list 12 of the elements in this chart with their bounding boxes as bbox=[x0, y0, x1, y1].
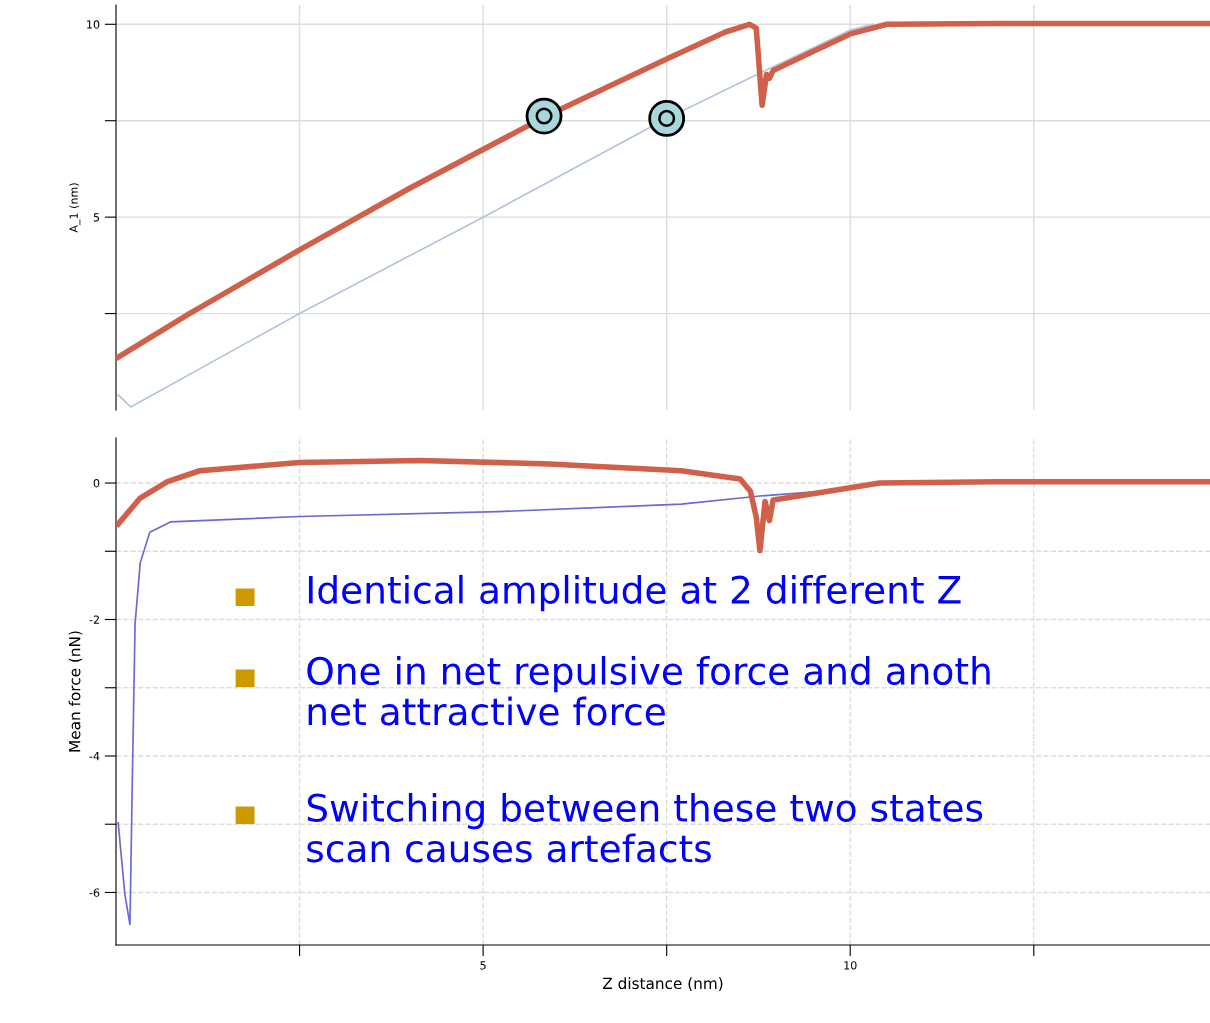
y-tick-label: 0 bbox=[93, 479, 100, 488]
y-tick-label: 5 bbox=[93, 213, 100, 222]
y-tick-label: -6 bbox=[89, 888, 100, 897]
annotation: One in net repulsive force and anoth net attractive force bbox=[307, 656, 990, 726]
y-axis-title: Mean force (nN) bbox=[68, 631, 83, 752]
x-axis-title: Z distance (nm) bbox=[602, 977, 723, 991]
y-tick-label: -2 bbox=[89, 615, 99, 624]
annotation: Switching between these two states scan causes artefacts bbox=[307, 792, 983, 863]
y-tick-label: 10 bbox=[87, 20, 100, 29]
y-axis-title: A_1 (nm) bbox=[69, 183, 81, 233]
annotation: Identical amplitude at 2 different Z bbox=[308, 574, 961, 612]
y-tick-label: -4 bbox=[89, 752, 100, 761]
